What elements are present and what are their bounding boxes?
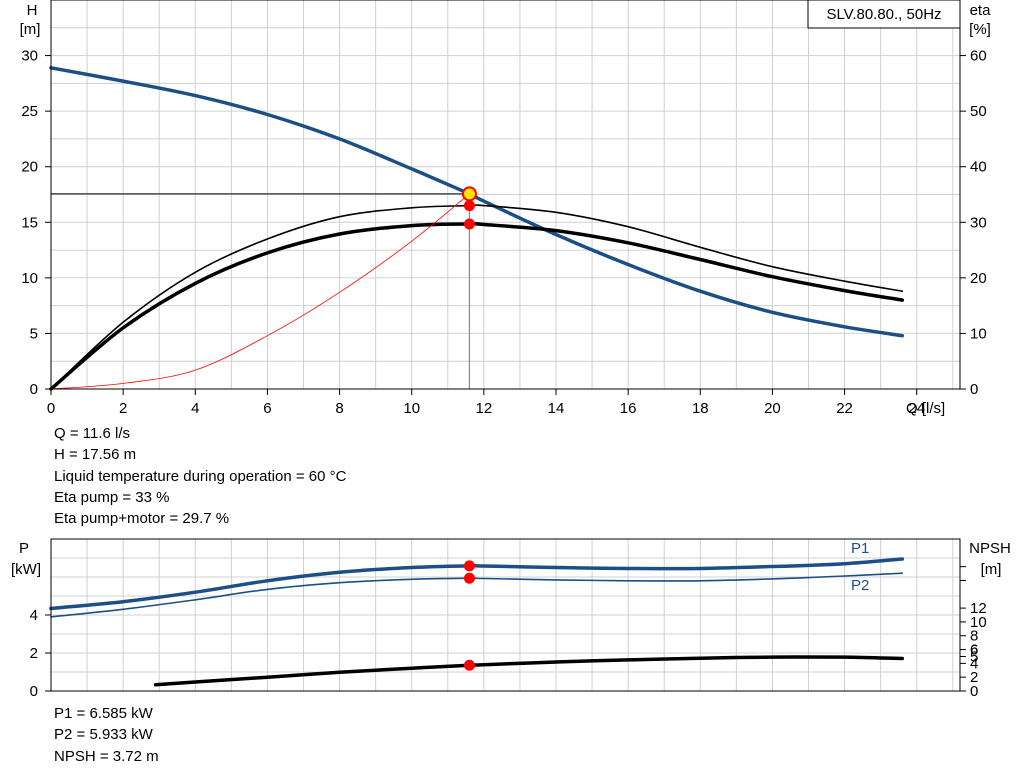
y-right-tick-label: 0 bbox=[970, 381, 978, 398]
x-tick-label: 18 bbox=[692, 400, 709, 417]
top-marks bbox=[51, 186, 477, 389]
info-flow: Q = 11.6 l/s bbox=[54, 425, 131, 442]
y-right-tick-label: 8 bbox=[970, 628, 978, 645]
y-right-tick-label: 30 bbox=[970, 214, 987, 231]
y-right-tick-label: 2 bbox=[970, 669, 978, 686]
x-tick-label: 20 bbox=[764, 400, 781, 417]
top-plot-frame bbox=[50, 0, 961, 390]
y-right-tick-label: 50 bbox=[970, 103, 987, 120]
top-grid bbox=[51, 0, 960, 389]
x-tick-label: 12 bbox=[476, 400, 493, 417]
y-right-tick-label: 60 bbox=[970, 48, 987, 65]
y-left-tick-label: 15 bbox=[21, 214, 38, 231]
y-left-tick-label: 5 bbox=[30, 325, 38, 342]
y-right-tick-label: 0 bbox=[970, 683, 978, 700]
p-axis-label-line1: P bbox=[19, 540, 29, 557]
x-tick-label: 16 bbox=[620, 400, 637, 417]
y-right-label-line2: [%] bbox=[969, 21, 991, 38]
y-right-label-line1: eta bbox=[970, 2, 992, 19]
bottom-plot-frame bbox=[50, 538, 961, 692]
x-tick-label: 14 bbox=[548, 400, 565, 417]
series-line-1-1 bbox=[50, 572, 904, 618]
p-axis-label-line2: [kW] bbox=[11, 561, 41, 578]
npsh-axis-label-line2: [m] bbox=[981, 561, 1002, 578]
y-right-tick-label: 40 bbox=[970, 159, 987, 176]
info-head: H = 17.56 m bbox=[54, 446, 137, 464]
y-right-tick-label: 6 bbox=[970, 642, 978, 659]
info-p1: P1 = 6.585 kW bbox=[54, 705, 153, 722]
bottom-series bbox=[49, 557, 905, 687]
info-liquid-temperature: Liquid temperature during operation = 60… bbox=[54, 467, 347, 485]
y-right-tick-label: 6 bbox=[970, 642, 978, 659]
eta-pump-point bbox=[463, 200, 475, 212]
x-tick-label: 6 bbox=[263, 400, 271, 417]
y-left-tick-label: 4 bbox=[30, 607, 38, 624]
bottom-marks bbox=[463, 560, 475, 671]
y-left-tick-label: 30 bbox=[21, 48, 38, 65]
y-right-tick-label: 20 bbox=[970, 270, 987, 287]
y-left-tick-label: 0 bbox=[30, 381, 38, 398]
legend-box bbox=[807, 0, 961, 29]
x-tick-label: 22 bbox=[836, 400, 853, 417]
duty-point bbox=[461, 186, 477, 202]
info-npsh: NPSH = 3.72 m bbox=[54, 747, 159, 765]
series-label-p2: P2 bbox=[851, 577, 869, 594]
x-tick-label: 2 bbox=[119, 400, 127, 417]
info-p2: P2 = 5.933 kW bbox=[54, 726, 153, 744]
p2-point bbox=[463, 572, 475, 584]
x-axis-label: Q [l/s] bbox=[906, 400, 945, 417]
y-left-tick-label: 25 bbox=[21, 103, 38, 120]
info-eta-pump: Eta pump = 33 % bbox=[54, 488, 170, 506]
y-right-tick-label: 10 bbox=[970, 325, 987, 342]
info-eta-pump-motor: Eta pump+motor = 29.7 % bbox=[54, 510, 230, 528]
series-label-p1: P1 bbox=[851, 540, 869, 557]
bottom-grid bbox=[51, 539, 960, 691]
y-left-tick-label: 0 bbox=[30, 683, 38, 700]
y-left-label-line2: [m] bbox=[20, 21, 41, 38]
series-line-0-1 bbox=[50, 204, 904, 390]
y-right-tick-label: 4 bbox=[970, 655, 978, 672]
series-line-1-2 bbox=[153, 655, 905, 687]
y-right-tick-label: 12 bbox=[970, 600, 987, 617]
y-right-tick-label: 5 bbox=[970, 648, 978, 665]
eta-pump-motor-point bbox=[463, 218, 475, 230]
x-tick-label: 0 bbox=[47, 400, 55, 417]
y-left-label-line1: H bbox=[27, 2, 38, 19]
legend-text: SLV.80.80., 50Hz bbox=[826, 6, 941, 23]
x-tick-label: 8 bbox=[335, 400, 343, 417]
operating-point-info: Q = 11.6 l/s H = 17.56 m Liquid temperat… bbox=[54, 423, 346, 529]
series-line-0-2 bbox=[49, 222, 905, 391]
series-line-0-0 bbox=[49, 66, 905, 338]
series-line-1-0 bbox=[49, 557, 905, 611]
x-tick-label: 24 bbox=[908, 400, 925, 417]
p1-point bbox=[463, 560, 475, 572]
npsh-point bbox=[463, 659, 475, 671]
y-left-tick-label: 10 bbox=[21, 270, 38, 287]
x-tick-label: 4 bbox=[191, 400, 199, 417]
top-series bbox=[49, 66, 905, 391]
x-tick-label: 10 bbox=[403, 400, 420, 417]
series-line-0-3 bbox=[50, 193, 470, 390]
npsh-axis-label-line1: NPSH bbox=[969, 540, 1011, 557]
power-info: P1 = 6.585 kW P2 = 5.933 kW NPSH = 3.72 … bbox=[54, 703, 159, 767]
y-left-tick-label: 2 bbox=[30, 645, 38, 662]
y-right-tick-label: 10 bbox=[970, 614, 987, 631]
y-left-tick-label: 20 bbox=[21, 159, 38, 176]
